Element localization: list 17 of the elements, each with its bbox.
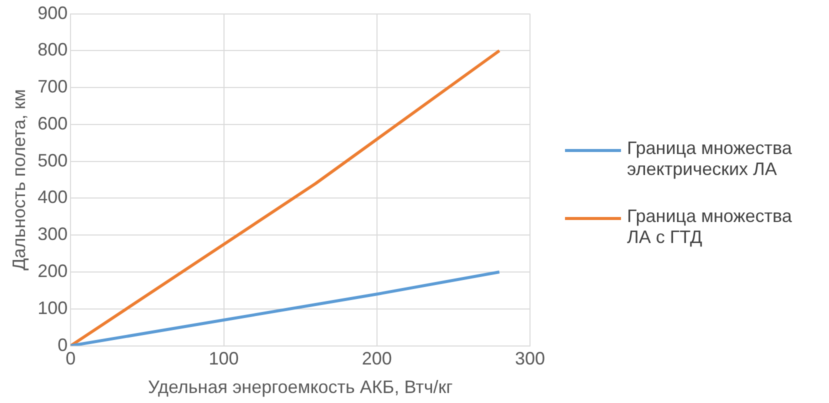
x-tick-label: 100 xyxy=(208,348,239,369)
y-tick-label: 500 xyxy=(38,150,68,170)
x-tick-label: 300 xyxy=(514,348,546,369)
y-tick-label: 0 xyxy=(58,334,68,355)
legend-label: Граница множества электрических ЛА xyxy=(627,138,793,180)
x-axis-title: Удельная энергоемкость АКБ, Втч/кг xyxy=(148,377,454,398)
y-tick-label: 600 xyxy=(38,113,68,134)
x-tick-label: 200 xyxy=(362,348,392,369)
y-tick-label: 300 xyxy=(38,224,68,244)
y-tick-label: 400 xyxy=(38,187,68,208)
legend-label: Граница множества ЛА с ГТД xyxy=(627,206,793,248)
y-axis-title: Дальность полета, км xyxy=(8,89,29,270)
y-tick-label: 800 xyxy=(38,40,68,60)
y-tick-label: 100 xyxy=(38,298,68,318)
y-tick-label: 900 xyxy=(38,2,68,23)
y-tick-label: 700 xyxy=(38,76,68,97)
y-tick-label: 200 xyxy=(38,260,68,281)
